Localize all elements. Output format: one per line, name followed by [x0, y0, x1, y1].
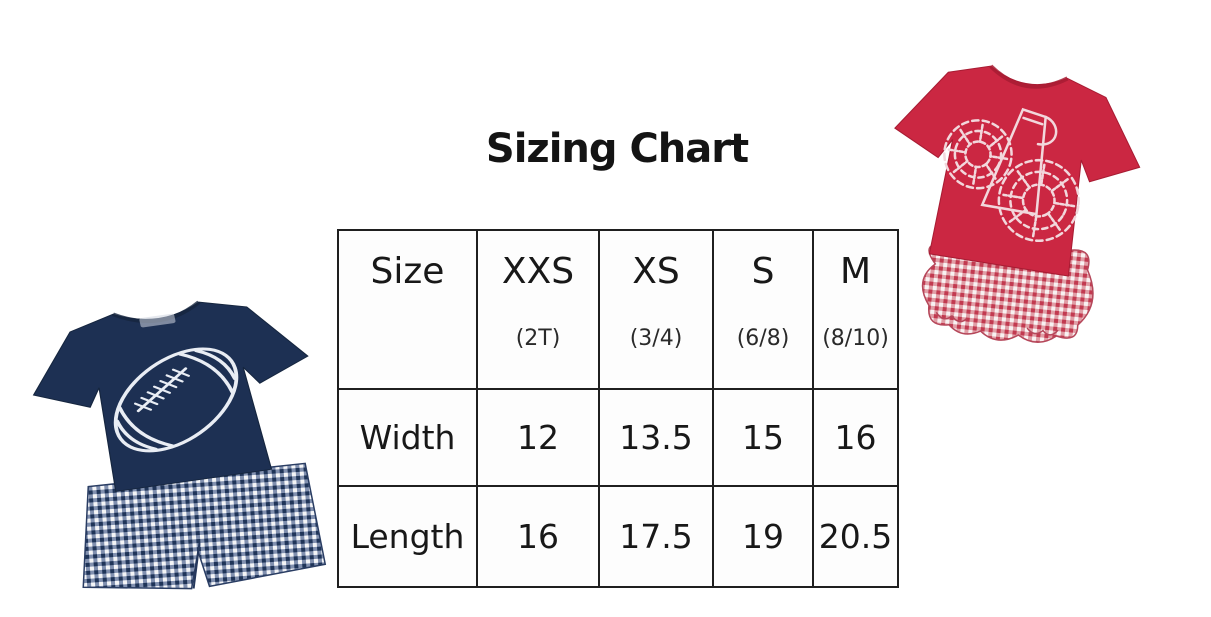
navy-tshirt — [32, 300, 309, 492]
column-sublabel: (2T) — [515, 326, 561, 351]
row-label-cell: Width — [337, 388, 478, 487]
megaphone-icon — [980, 107, 1058, 216]
cell-value: 15 — [742, 418, 784, 457]
navy-outfit-illustration — [32, 300, 327, 590]
column-label: XS — [632, 251, 680, 292]
page-title: Sizing Chart — [485, 126, 749, 172]
red-outfit-illustration — [894, 64, 1141, 344]
cell-value: 13.5 — [619, 418, 693, 457]
row-label-cell: Length — [337, 485, 478, 588]
megaphone-pompoms-icon — [943, 107, 1080, 243]
header-cell-xxs: XXS (2T) — [476, 229, 600, 390]
red-tshirt — [894, 64, 1141, 277]
length-xs-cell: 17.5 — [598, 485, 714, 588]
table-header-row: Size XXS (2T) XS (3/4) S (6/8) M (8/10) — [337, 229, 899, 390]
length-s-cell: 19 — [712, 485, 814, 588]
length-m-cell: 20.5 — [812, 485, 899, 588]
header-cell-s: S (6/8) — [712, 229, 814, 390]
column-label: S — [751, 251, 775, 292]
length-xxs-cell: 16 — [476, 485, 600, 588]
cell-value: 12 — [517, 418, 559, 457]
column-sublabel: (3/4) — [629, 326, 683, 351]
navy-gingham-shorts — [82, 462, 327, 590]
product-photo-navy-football-outfit — [20, 292, 335, 614]
collar-tag — [139, 313, 176, 328]
football-icon — [113, 347, 239, 453]
cell-value: 17.5 — [619, 517, 693, 556]
column-label: M — [839, 251, 872, 292]
column-sublabel: (8/10) — [822, 326, 889, 351]
cell-value: 16 — [517, 517, 559, 556]
header-cell-size: Size — [337, 229, 478, 390]
table-row-length: Length 16 17.5 19 20.5 — [337, 485, 899, 588]
pompom-icon — [997, 158, 1080, 243]
cell-value: 19 — [742, 517, 784, 556]
table-row-width: Width 12 13.5 15 16 — [337, 388, 899, 487]
product-photo-red-cheer-outfit — [881, 50, 1149, 355]
row-label: Width — [359, 418, 456, 457]
column-label: XXS — [501, 251, 575, 292]
sizing-table: Size XXS (2T) XS (3/4) S (6/8) M (8/10) … — [337, 229, 899, 588]
column-label: Size — [370, 251, 445, 292]
width-s-cell: 15 — [712, 388, 814, 487]
width-m-cell: 16 — [812, 388, 899, 487]
header-cell-m: M (8/10) — [812, 229, 899, 390]
width-xs-cell: 13.5 — [598, 388, 714, 487]
column-sublabel: (6/8) — [736, 326, 790, 351]
row-label: Length — [350, 517, 465, 556]
header-cell-xs: XS (3/4) — [598, 229, 714, 390]
cell-value: 16 — [834, 418, 877, 457]
pompom-icon — [943, 119, 1013, 190]
cell-value: 20.5 — [818, 517, 893, 556]
width-xxs-cell: 12 — [476, 388, 600, 487]
